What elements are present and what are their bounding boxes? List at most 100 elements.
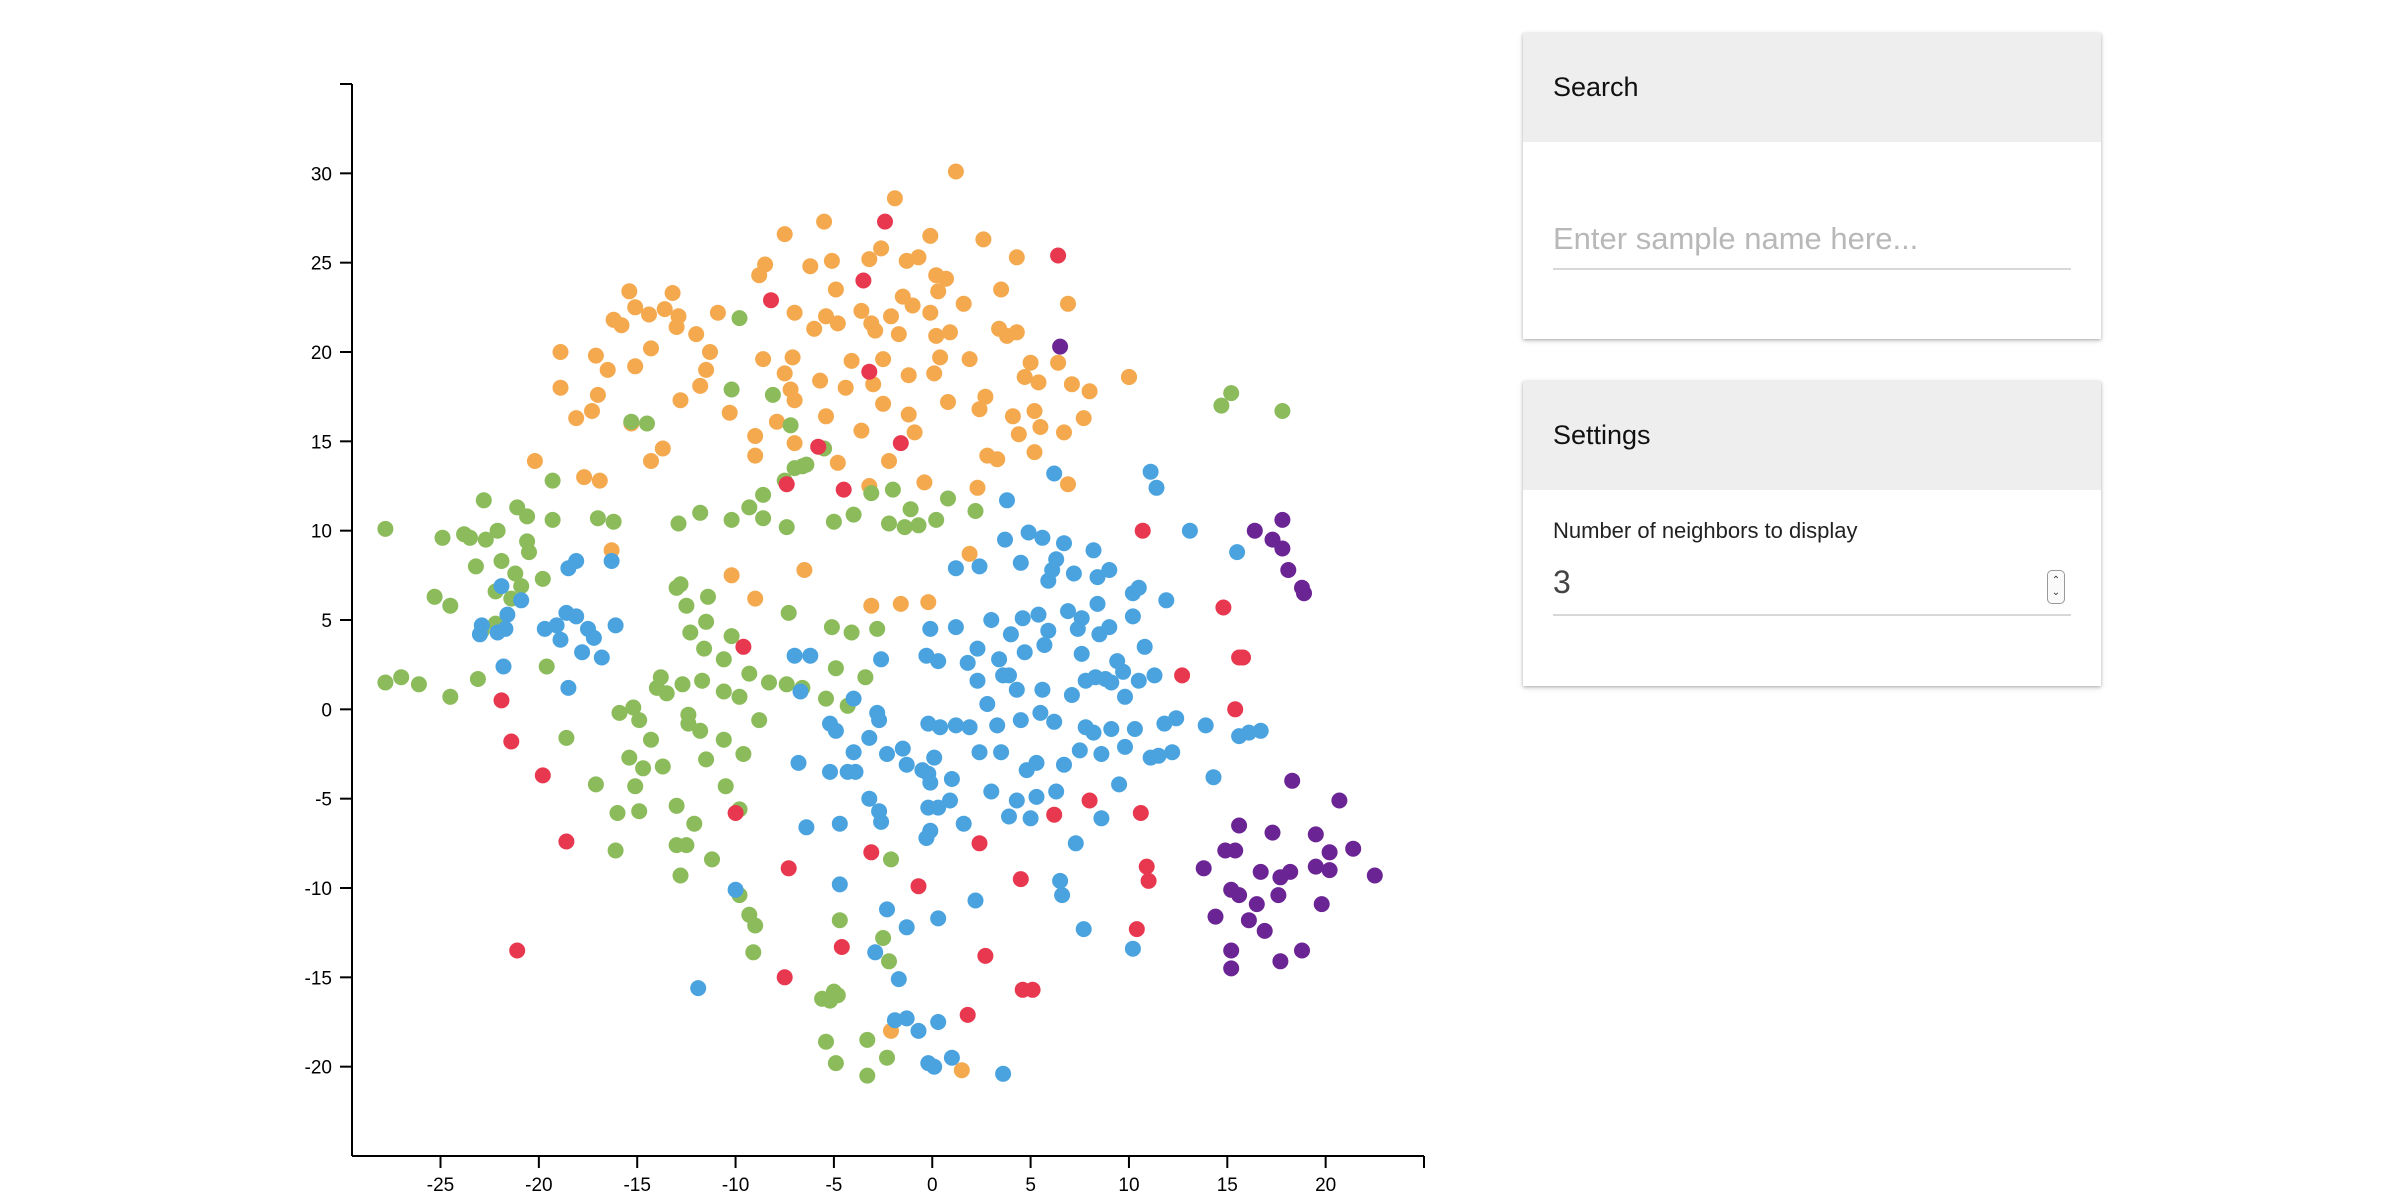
scatter-point[interactable] — [802, 258, 819, 275]
scatter-point[interactable] — [786, 647, 803, 664]
scatter-point[interactable] — [1270, 887, 1287, 904]
scatter-point[interactable] — [1016, 369, 1033, 385]
scatter-point[interactable] — [442, 597, 459, 614]
scatter-point[interactable] — [883, 851, 899, 868]
scatter-point[interactable] — [1248, 896, 1265, 913]
scatter-point[interactable] — [635, 760, 652, 777]
scatter-point[interactable] — [727, 805, 744, 821]
scatter-point[interactable] — [627, 358, 644, 375]
scatter-point[interactable] — [493, 553, 510, 569]
scatter-point[interactable] — [377, 674, 394, 691]
scatter-point[interactable] — [560, 679, 577, 696]
scatter-point[interactable] — [971, 558, 988, 575]
scatter-point[interactable] — [702, 344, 718, 360]
scatter-point[interactable] — [1126, 721, 1143, 737]
scatter-point[interactable] — [940, 490, 956, 507]
scatter-point[interactable] — [943, 1049, 960, 1066]
scatter-point[interactable] — [780, 604, 797, 621]
scatter-point[interactable] — [755, 486, 772, 503]
scatter-point[interactable] — [698, 613, 715, 630]
scatter-point[interactable] — [761, 674, 777, 691]
scatter-point[interactable] — [863, 597, 880, 614]
scatter-point[interactable] — [723, 511, 740, 528]
scatter-point[interactable] — [875, 930, 892, 946]
scatter-point[interactable] — [1274, 511, 1291, 528]
scatter-point[interactable] — [845, 506, 862, 523]
scatter-point[interactable] — [881, 515, 897, 532]
scatter-point[interactable] — [922, 304, 939, 321]
scatter-point[interactable] — [947, 560, 964, 577]
scatter-point[interactable] — [1231, 817, 1248, 834]
scatter-point[interactable] — [1272, 953, 1289, 970]
scatter-point[interactable] — [1030, 374, 1047, 391]
scatter-point[interactable] — [857, 669, 874, 686]
scatter-point[interactable] — [1321, 844, 1338, 861]
scatter-point[interactable] — [1065, 565, 1082, 582]
scatter-point[interactable] — [507, 565, 524, 582]
scatter-point[interactable] — [377, 520, 394, 537]
scatter-point[interactable] — [1034, 529, 1051, 546]
scatter-point[interactable] — [1124, 608, 1141, 625]
scatter-point[interactable] — [688, 326, 705, 343]
scatter-point[interactable] — [989, 451, 1006, 468]
scatter-point[interactable] — [521, 544, 537, 561]
scatter-point[interactable] — [955, 815, 972, 832]
scatter-point[interactable] — [802, 647, 819, 664]
scatter-point[interactable] — [1101, 562, 1118, 578]
scatter-point[interactable] — [745, 944, 762, 961]
scatter-point[interactable] — [1197, 717, 1214, 734]
scatter-point[interactable] — [861, 251, 878, 268]
scatter-point[interactable] — [656, 301, 673, 318]
scatter-point[interactable] — [727, 881, 744, 898]
scatter-point[interactable] — [495, 658, 512, 675]
scatter-point[interactable] — [776, 969, 793, 986]
scatter-point[interactable] — [798, 456, 815, 473]
scatter-point[interactable] — [672, 867, 689, 884]
scatter-point[interactable] — [692, 722, 709, 739]
scatter-point[interactable] — [1036, 637, 1053, 653]
scatter-point[interactable] — [755, 351, 772, 368]
scatter-point[interactable] — [587, 347, 604, 364]
scatter-point[interactable] — [589, 510, 606, 527]
scatter-point[interactable] — [930, 653, 947, 670]
scatter-point[interactable] — [993, 281, 1010, 298]
scatter-point[interactable] — [513, 578, 530, 595]
scatter-point[interactable] — [477, 531, 494, 548]
scatter-point[interactable] — [1256, 922, 1273, 939]
scatter-point[interactable] — [1146, 667, 1163, 684]
scatter-point[interactable] — [1069, 620, 1086, 637]
scatter-point[interactable] — [1223, 385, 1240, 402]
scatter-point[interactable] — [694, 672, 711, 689]
scatter-point[interactable] — [599, 361, 616, 378]
scatter-point[interactable] — [1085, 542, 1102, 559]
scatter-point[interactable] — [1050, 354, 1067, 371]
scatter-point[interactable] — [812, 372, 829, 389]
scatter-point[interactable] — [1012, 554, 1029, 571]
scatter-point[interactable] — [1002, 626, 1019, 643]
scatter-point[interactable] — [910, 1022, 927, 1039]
scatter-point[interactable] — [715, 651, 732, 668]
scatter-point[interactable] — [1366, 867, 1383, 884]
scatter-point[interactable] — [1020, 524, 1037, 541]
scatter-point[interactable] — [955, 295, 972, 312]
scatter-point[interactable] — [1012, 712, 1029, 729]
scatter-point[interactable] — [953, 1062, 970, 1079]
scatter-point[interactable] — [873, 240, 890, 257]
scatter-point[interactable] — [1121, 369, 1137, 385]
scatter-point[interactable] — [877, 213, 893, 230]
scatter-point[interactable] — [898, 756, 915, 773]
scatter-point[interactable] — [1093, 810, 1110, 827]
scatter-point[interactable] — [831, 912, 848, 929]
scatter-point[interactable] — [1024, 981, 1041, 998]
scatter-point[interactable] — [881, 453, 897, 469]
scatter-point[interactable] — [1307, 858, 1324, 875]
scatter-point[interactable] — [1111, 776, 1128, 793]
scatter-point[interactable] — [1032, 419, 1049, 435]
scatter-point[interactable] — [696, 640, 713, 657]
scatter-point[interactable] — [643, 731, 659, 748]
scatter-point[interactable] — [971, 401, 988, 418]
scatter-point[interactable] — [778, 476, 795, 493]
scatter-point[interactable] — [1284, 772, 1301, 789]
scatter-point[interactable] — [928, 511, 945, 528]
scatter-point[interactable] — [894, 740, 911, 757]
